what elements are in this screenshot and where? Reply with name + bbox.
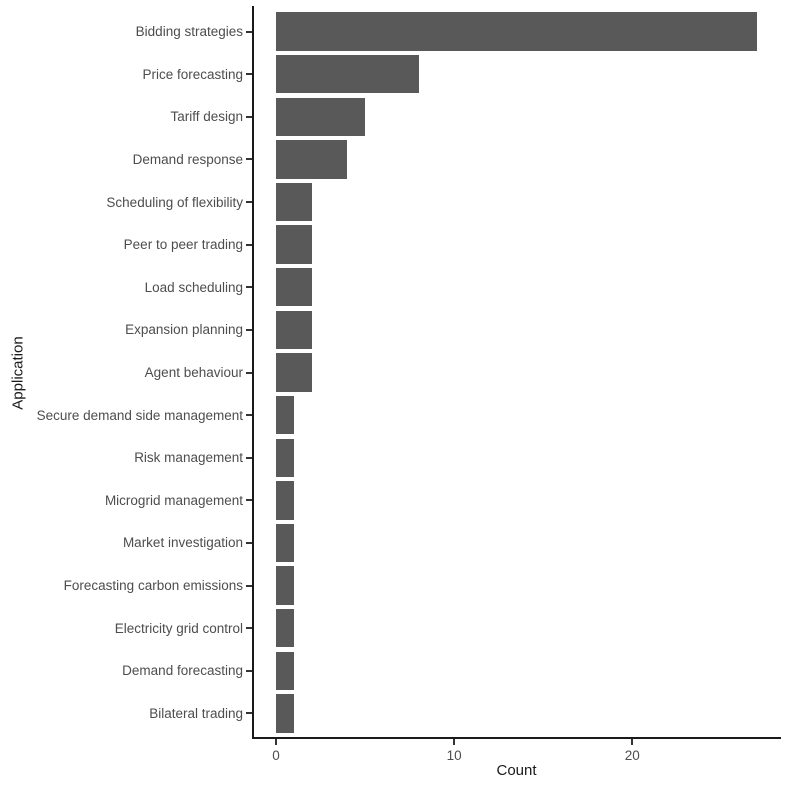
bar (276, 55, 419, 94)
bar (276, 12, 757, 51)
bar (276, 225, 312, 264)
bar (276, 438, 294, 477)
y-tick-label: Peer to peer trading (123, 237, 243, 253)
x-tick-label: 10 (446, 748, 462, 763)
y-tick-mark (246, 414, 252, 417)
y-tick-mark (246, 627, 252, 630)
y-tick-label: Load scheduling (144, 279, 243, 295)
bar (276, 140, 348, 179)
y-tick-label: Expansion planning (125, 322, 243, 338)
y-tick-mark (246, 201, 252, 204)
y-tick-label: Scheduling of flexibility (106, 194, 243, 210)
x-tick-mark (631, 739, 634, 745)
y-tick-label: Agent behaviour (144, 365, 243, 380)
y-tick-label: Electricity grid control (114, 620, 243, 636)
y-tick-mark (246, 712, 252, 715)
x-tick-label: 20 (624, 748, 640, 763)
y-tick-mark (246, 243, 252, 246)
y-tick-mark (246, 371, 252, 374)
bar (276, 395, 294, 435)
y-tick-mark (246, 73, 252, 76)
bar (276, 481, 294, 520)
y-tick-mark (246, 584, 252, 587)
bar (276, 566, 294, 605)
bar (276, 353, 312, 392)
y-tick-label: Demand response (132, 151, 243, 167)
bar (276, 523, 294, 563)
bar (276, 651, 294, 690)
y-tick-label: Secure demand side management (36, 407, 243, 423)
bar (276, 182, 312, 222)
y-tick-label: Demand forecasting (122, 663, 243, 679)
y-tick-label: Market investigation (122, 535, 243, 551)
y-tick-mark (246, 328, 252, 331)
bar (276, 97, 366, 136)
y-tick-label: Risk management (134, 450, 243, 466)
y-tick-label: Price forecasting (142, 66, 243, 82)
x-tick-mark (275, 739, 278, 745)
x-tick-label: 0 (272, 748, 280, 763)
y-tick-label: Bidding strategies (135, 24, 243, 40)
y-tick-mark (246, 669, 252, 672)
y-tick-label: Forecasting carbon emissions (63, 578, 243, 594)
plot-panel (252, 6, 781, 739)
bar (276, 268, 312, 307)
bar (276, 310, 312, 350)
y-tick-mark (246, 456, 252, 459)
y-axis-title: Application (9, 335, 27, 410)
y-tick-mark (246, 30, 252, 33)
y-tick-mark (246, 286, 252, 289)
y-tick-mark (246, 541, 252, 544)
x-axis-title: Count (496, 762, 537, 779)
y-tick-label: Bilateral trading (149, 705, 243, 721)
y-tick-label: Microgrid management (104, 492, 243, 508)
y-tick-label: Tariff design (170, 109, 243, 125)
bar (276, 694, 294, 733)
y-tick-mark (246, 158, 252, 161)
x-tick-mark (453, 739, 456, 745)
y-tick-mark (246, 499, 252, 502)
y-tick-mark (246, 115, 252, 118)
bar (276, 609, 294, 648)
